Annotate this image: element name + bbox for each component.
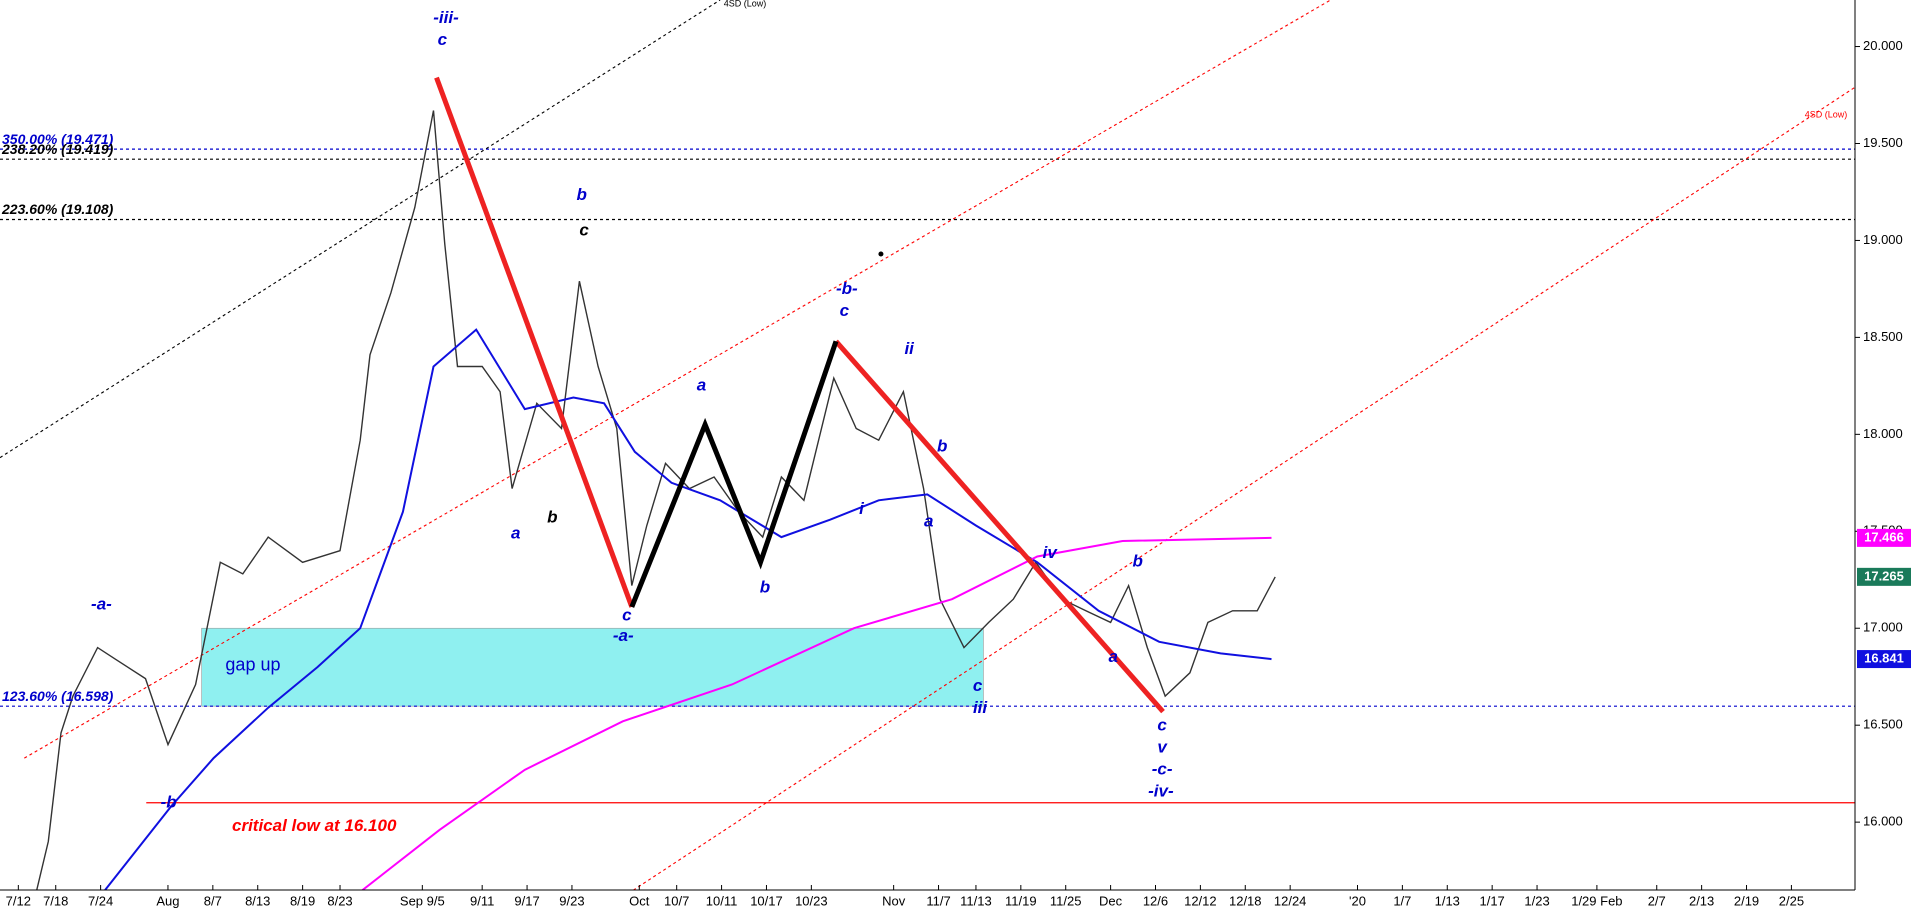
channel-label: 4SD (Low) xyxy=(1805,109,1848,119)
wave-label: c xyxy=(840,301,850,320)
level-label: 238.20% (19.419) xyxy=(1,141,114,157)
last-value-label: 16.841 xyxy=(1864,651,1904,666)
x-tick-label: 8/7 xyxy=(204,893,222,908)
level-label: 350.00% (19.471) xyxy=(2,131,114,147)
x-tick-label: 10/11 xyxy=(706,893,738,908)
y-tick-label: 18.500 xyxy=(1863,329,1903,344)
x-tick-label: 10/17 xyxy=(750,893,783,908)
level-label: 223.60% (19.108) xyxy=(1,201,114,217)
wave-line xyxy=(434,76,635,608)
x-tick-label: Nov xyxy=(882,893,906,908)
wave-label: c xyxy=(973,676,983,695)
x-tick-label: 10/23 xyxy=(795,893,828,908)
x-tick-label: 2/19 xyxy=(1734,893,1759,908)
x-tick-label: 12/24 xyxy=(1274,893,1307,908)
wave-line xyxy=(629,340,839,608)
wave-label: c xyxy=(579,220,589,239)
gap-zone xyxy=(201,627,984,707)
y-tick-label: 16.000 xyxy=(1863,814,1903,829)
level-label: critical low at 16.100 xyxy=(232,816,397,835)
x-tick-label: 1/7 xyxy=(1393,893,1411,908)
last-value-box xyxy=(1857,567,1911,586)
last-value-label: 17.265 xyxy=(1864,568,1904,583)
wave-label: c xyxy=(438,30,448,49)
x-tick-label: 11/7 xyxy=(926,893,950,908)
wave-label: -c- xyxy=(1152,759,1173,778)
x-tick-label: 8/19 xyxy=(290,893,315,908)
x-tick-label: Oct xyxy=(629,893,650,908)
plot xyxy=(0,0,1855,890)
x-tick-label: 2/25 xyxy=(1779,893,1804,908)
last-value-box xyxy=(1857,650,1911,669)
wave-label: gap up xyxy=(225,655,280,675)
x-tick-label: 1/13 xyxy=(1435,893,1460,908)
x-tick-label: 7/12 xyxy=(6,893,31,908)
x-tick-label: 2/13 xyxy=(1689,893,1714,908)
x-tick-label: 11/19 xyxy=(1005,893,1037,908)
series-line xyxy=(361,536,1272,890)
wave-label: -b- xyxy=(836,279,858,298)
x-tick-label: 1/23 xyxy=(1524,893,1549,908)
channel-label: 4SD (Low) xyxy=(724,0,767,8)
x-tick-label: 11/13 xyxy=(960,893,992,908)
x-tick-label: Dec xyxy=(1099,893,1123,908)
x-tick-label: 10/7 xyxy=(664,893,689,908)
wave-label: c xyxy=(622,605,632,624)
wave-label: -b xyxy=(161,792,177,811)
x-tick-label: 8/13 xyxy=(245,893,270,908)
x-tick-label: 2/7 xyxy=(1648,893,1666,908)
y-tick-label: 16.500 xyxy=(1863,717,1903,732)
y-tick-label: 19.000 xyxy=(1863,232,1903,247)
x-tick-label: 12/12 xyxy=(1184,893,1217,908)
wave-label: a xyxy=(924,511,933,530)
wave-label: b xyxy=(760,577,770,596)
y-tick-label: 19.500 xyxy=(1863,135,1903,150)
wave-label: v xyxy=(1157,737,1168,756)
x-tick-label: 1/29 Feb xyxy=(1571,893,1622,908)
y-tick-label: 17.000 xyxy=(1863,620,1903,635)
wave-label: ii xyxy=(904,339,915,358)
x-tick-label: 9/17 xyxy=(514,893,539,908)
wave-label: b xyxy=(547,508,557,527)
x-tick-label: 7/18 xyxy=(43,893,68,908)
x-tick-label: Sep 9/5 xyxy=(400,893,445,908)
wave-label: a xyxy=(511,523,520,542)
last-value-box xyxy=(1857,528,1911,547)
y-tick-label: 20.000 xyxy=(1863,38,1903,53)
last-value-label: 17.466 xyxy=(1864,529,1904,544)
wave-label: -a- xyxy=(91,594,112,613)
x-tick-label: 12/6 xyxy=(1143,893,1168,908)
level-label: 123.60% (16.598) xyxy=(2,688,114,704)
wave-label: c xyxy=(1157,715,1167,734)
x-tick-label: 9/23 xyxy=(559,893,584,908)
x-tick-label: 11/25 xyxy=(1050,893,1082,908)
wave-label: iii xyxy=(973,698,988,717)
wave-label: b xyxy=(937,437,947,456)
wave-label: iv xyxy=(1043,543,1059,562)
wave-label: b xyxy=(1132,552,1142,571)
wave-label: -iii- xyxy=(433,8,459,27)
x-tick-label: 9/11 xyxy=(470,893,494,908)
x-tick-label: 12/18 xyxy=(1229,893,1262,908)
x-tick-label: 7/24 xyxy=(88,893,113,908)
channel-line xyxy=(0,0,721,459)
x-tick-label: '20 xyxy=(1349,893,1366,908)
wave-label: -a- xyxy=(613,626,634,645)
wave-label: a xyxy=(1109,647,1118,666)
x-tick-label: 8/23 xyxy=(327,893,352,908)
wave-label: b xyxy=(576,185,586,204)
y-tick-label: 18.000 xyxy=(1863,426,1903,441)
wave-label: -iv- xyxy=(1148,781,1174,800)
marker-dot xyxy=(878,251,884,257)
wave-line xyxy=(834,339,1165,714)
x-tick-label: 1/17 xyxy=(1479,893,1504,908)
series-line xyxy=(36,110,1276,890)
wave-label: i xyxy=(859,499,865,518)
wave-label: a xyxy=(697,376,706,395)
x-tick-label: Aug xyxy=(156,893,179,908)
channel-line xyxy=(632,86,1855,890)
series-line xyxy=(103,328,1272,890)
